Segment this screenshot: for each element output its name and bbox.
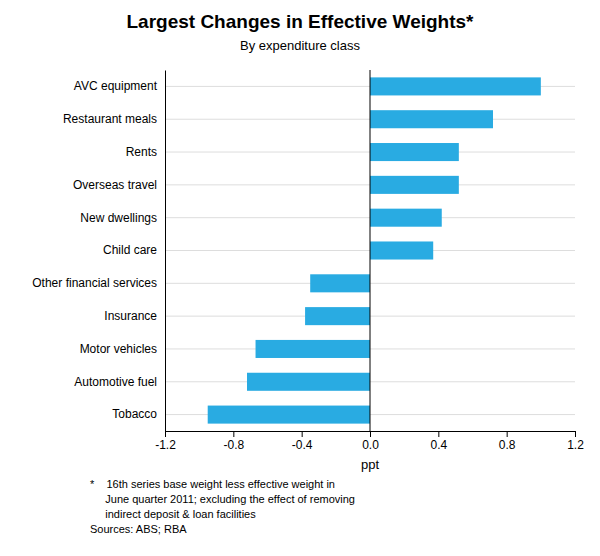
bar (370, 143, 459, 161)
x-tick-label: -1.2 (155, 438, 176, 452)
y-tick-label: Tobacco (112, 407, 157, 421)
x-tick: -0.8 (223, 431, 244, 452)
y-tick: Child care (103, 243, 165, 257)
x-tick: 0.8 (499, 431, 516, 452)
bar (370, 176, 459, 194)
bar (370, 241, 433, 259)
y-tick-label: Child care (103, 243, 157, 257)
x-tick-mark (507, 431, 508, 437)
y-tick-label: New dwellings (80, 211, 157, 225)
bar (370, 209, 442, 227)
x-axis-label: ppt (361, 457, 379, 472)
y-axis: AVC equipment Restaurant meals Rents Overse… (32, 71, 165, 432)
bar (305, 307, 370, 325)
x-tick-mark (165, 431, 166, 437)
x-tick-mark (370, 431, 371, 437)
title: Largest Changes in Effective Weights* (126, 11, 474, 32)
x-tick: 0.4 (430, 431, 447, 452)
x-axis-line (166, 432, 576, 438)
subtitle: By expenditure class (240, 38, 360, 53)
x-axis: -1.2 -0.8 -0.4 0.0 0.4 0.8 1.2 (155, 431, 584, 452)
y-tick: AVC equipment (74, 79, 165, 93)
plot: -1.2 -0.8 -0.4 0.0 0.4 0.8 1.2 AVC equipment Res… (32, 70, 584, 472)
x-tick-mark (438, 431, 439, 437)
zero-line (370, 70, 371, 431)
x-tick: 1.2 (567, 431, 584, 452)
bar (247, 373, 370, 391)
x-tick-label: 0.8 (499, 438, 516, 452)
y-tick-label: Rents (126, 145, 157, 159)
bars (208, 77, 541, 423)
y-tick-label: Automotive fuel (74, 375, 157, 389)
x-tick: 0.0 (362, 431, 379, 452)
x-tick-mark (302, 431, 303, 437)
y-tick: Rents (126, 145, 165, 159)
bar (310, 274, 370, 292)
bar (208, 406, 370, 424)
x-tick-label: -0.4 (292, 438, 313, 452)
y-tick: Restaurant meals (63, 112, 165, 126)
y-tick: Motor vehicles (80, 342, 165, 356)
bar (370, 77, 541, 95)
y-tick-label: Motor vehicles (80, 342, 157, 356)
footnote-line: * 16th series base weight less effective… (90, 478, 335, 490)
x-tick-label: -0.8 (223, 438, 244, 452)
y-tick-label: Insurance (104, 309, 157, 323)
chart: Largest Changes in Effective Weights* By … (0, 0, 600, 556)
y-axis-line (165, 71, 166, 432)
bar (370, 110, 493, 128)
x-tick-label: 0.0 (362, 438, 379, 452)
footnote: * 16th series base weight less effective… (90, 478, 355, 535)
footnote-line: June quarter 2011; excluding the effect … (90, 493, 355, 505)
bar (256, 340, 370, 358)
y-tick-label: Overseas travel (73, 178, 157, 192)
y-tick: Insurance (104, 309, 165, 323)
x-tick-mark (575, 431, 576, 437)
footnote-line: indirect deposit & loan facilities (90, 508, 256, 520)
y-tick: Automotive fuel (74, 375, 165, 389)
y-tick: Other financial services (32, 276, 165, 290)
y-tick: Overseas travel (73, 178, 165, 192)
y-tick: Tobacco (112, 407, 165, 421)
x-tick: -1.2 (155, 431, 176, 452)
y-tick: New dwellings (80, 211, 165, 225)
x-tick-mark (233, 431, 234, 437)
y-tick-label: AVC equipment (74, 79, 158, 93)
x-tick-label: 0.4 (430, 438, 447, 452)
x-tick-label: 1.2 (567, 438, 584, 452)
y-tick-label: Other financial services (32, 276, 157, 290)
x-tick: -0.4 (292, 431, 313, 452)
footnote-line: Sources: ABS; RBA (90, 523, 187, 535)
y-tick-label: Restaurant meals (63, 112, 157, 126)
